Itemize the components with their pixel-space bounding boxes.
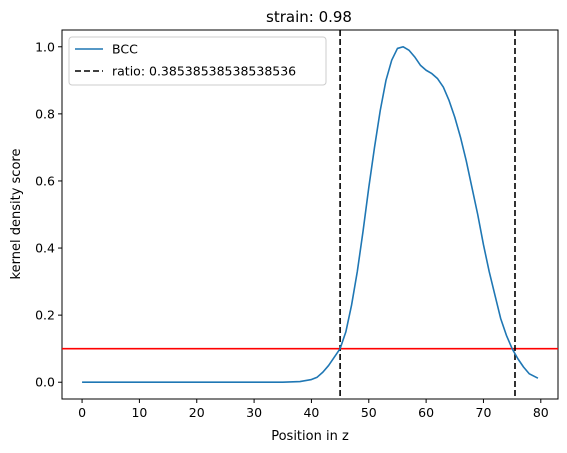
y-tick-label: 1.0	[35, 39, 55, 54]
legend-label: ratio: 0.38538538538538536	[112, 64, 296, 79]
y-tick-label: 0.2	[35, 308, 55, 323]
x-tick-label: 40	[303, 405, 319, 420]
y-tick-label: 0.8	[35, 106, 55, 121]
legend: BCC ratio: 0.38538538538538536	[68, 36, 327, 86]
series-layer	[82, 45, 539, 384]
legend-box	[68, 36, 327, 86]
plot-area	[61, 29, 559, 400]
y-tick-label: 0.6	[35, 173, 55, 188]
x-tick-label: 60	[418, 405, 434, 420]
x-tick-label: 10	[131, 405, 147, 420]
x-tick-label: 0	[78, 405, 86, 420]
x-tick-label: 70	[476, 405, 492, 420]
plot-frame	[61, 29, 559, 400]
x-tick-label: 30	[246, 405, 262, 420]
reference-lines	[62, 30, 558, 399]
series-line-bcc	[82, 45, 539, 384]
x-tick-label: 50	[361, 405, 377, 420]
x-axis-label: Position in z	[271, 429, 349, 444]
y-tick-label: 0.4	[35, 241, 55, 256]
x-tick-label: 80	[533, 405, 549, 420]
x-tick-label: 20	[189, 405, 205, 420]
legend-label: BCC	[112, 42, 138, 57]
y-axis: 0.0 0.2 0.4 0.6 0.8 1.0	[35, 39, 62, 390]
x-axis: 0 10 20 30 40 50 60 70 80	[78, 399, 549, 420]
y-axis-label: kernel density score	[9, 149, 24, 280]
y-tick-label: 0.0	[35, 375, 55, 390]
chart-title: strain: 0.98	[266, 8, 352, 26]
